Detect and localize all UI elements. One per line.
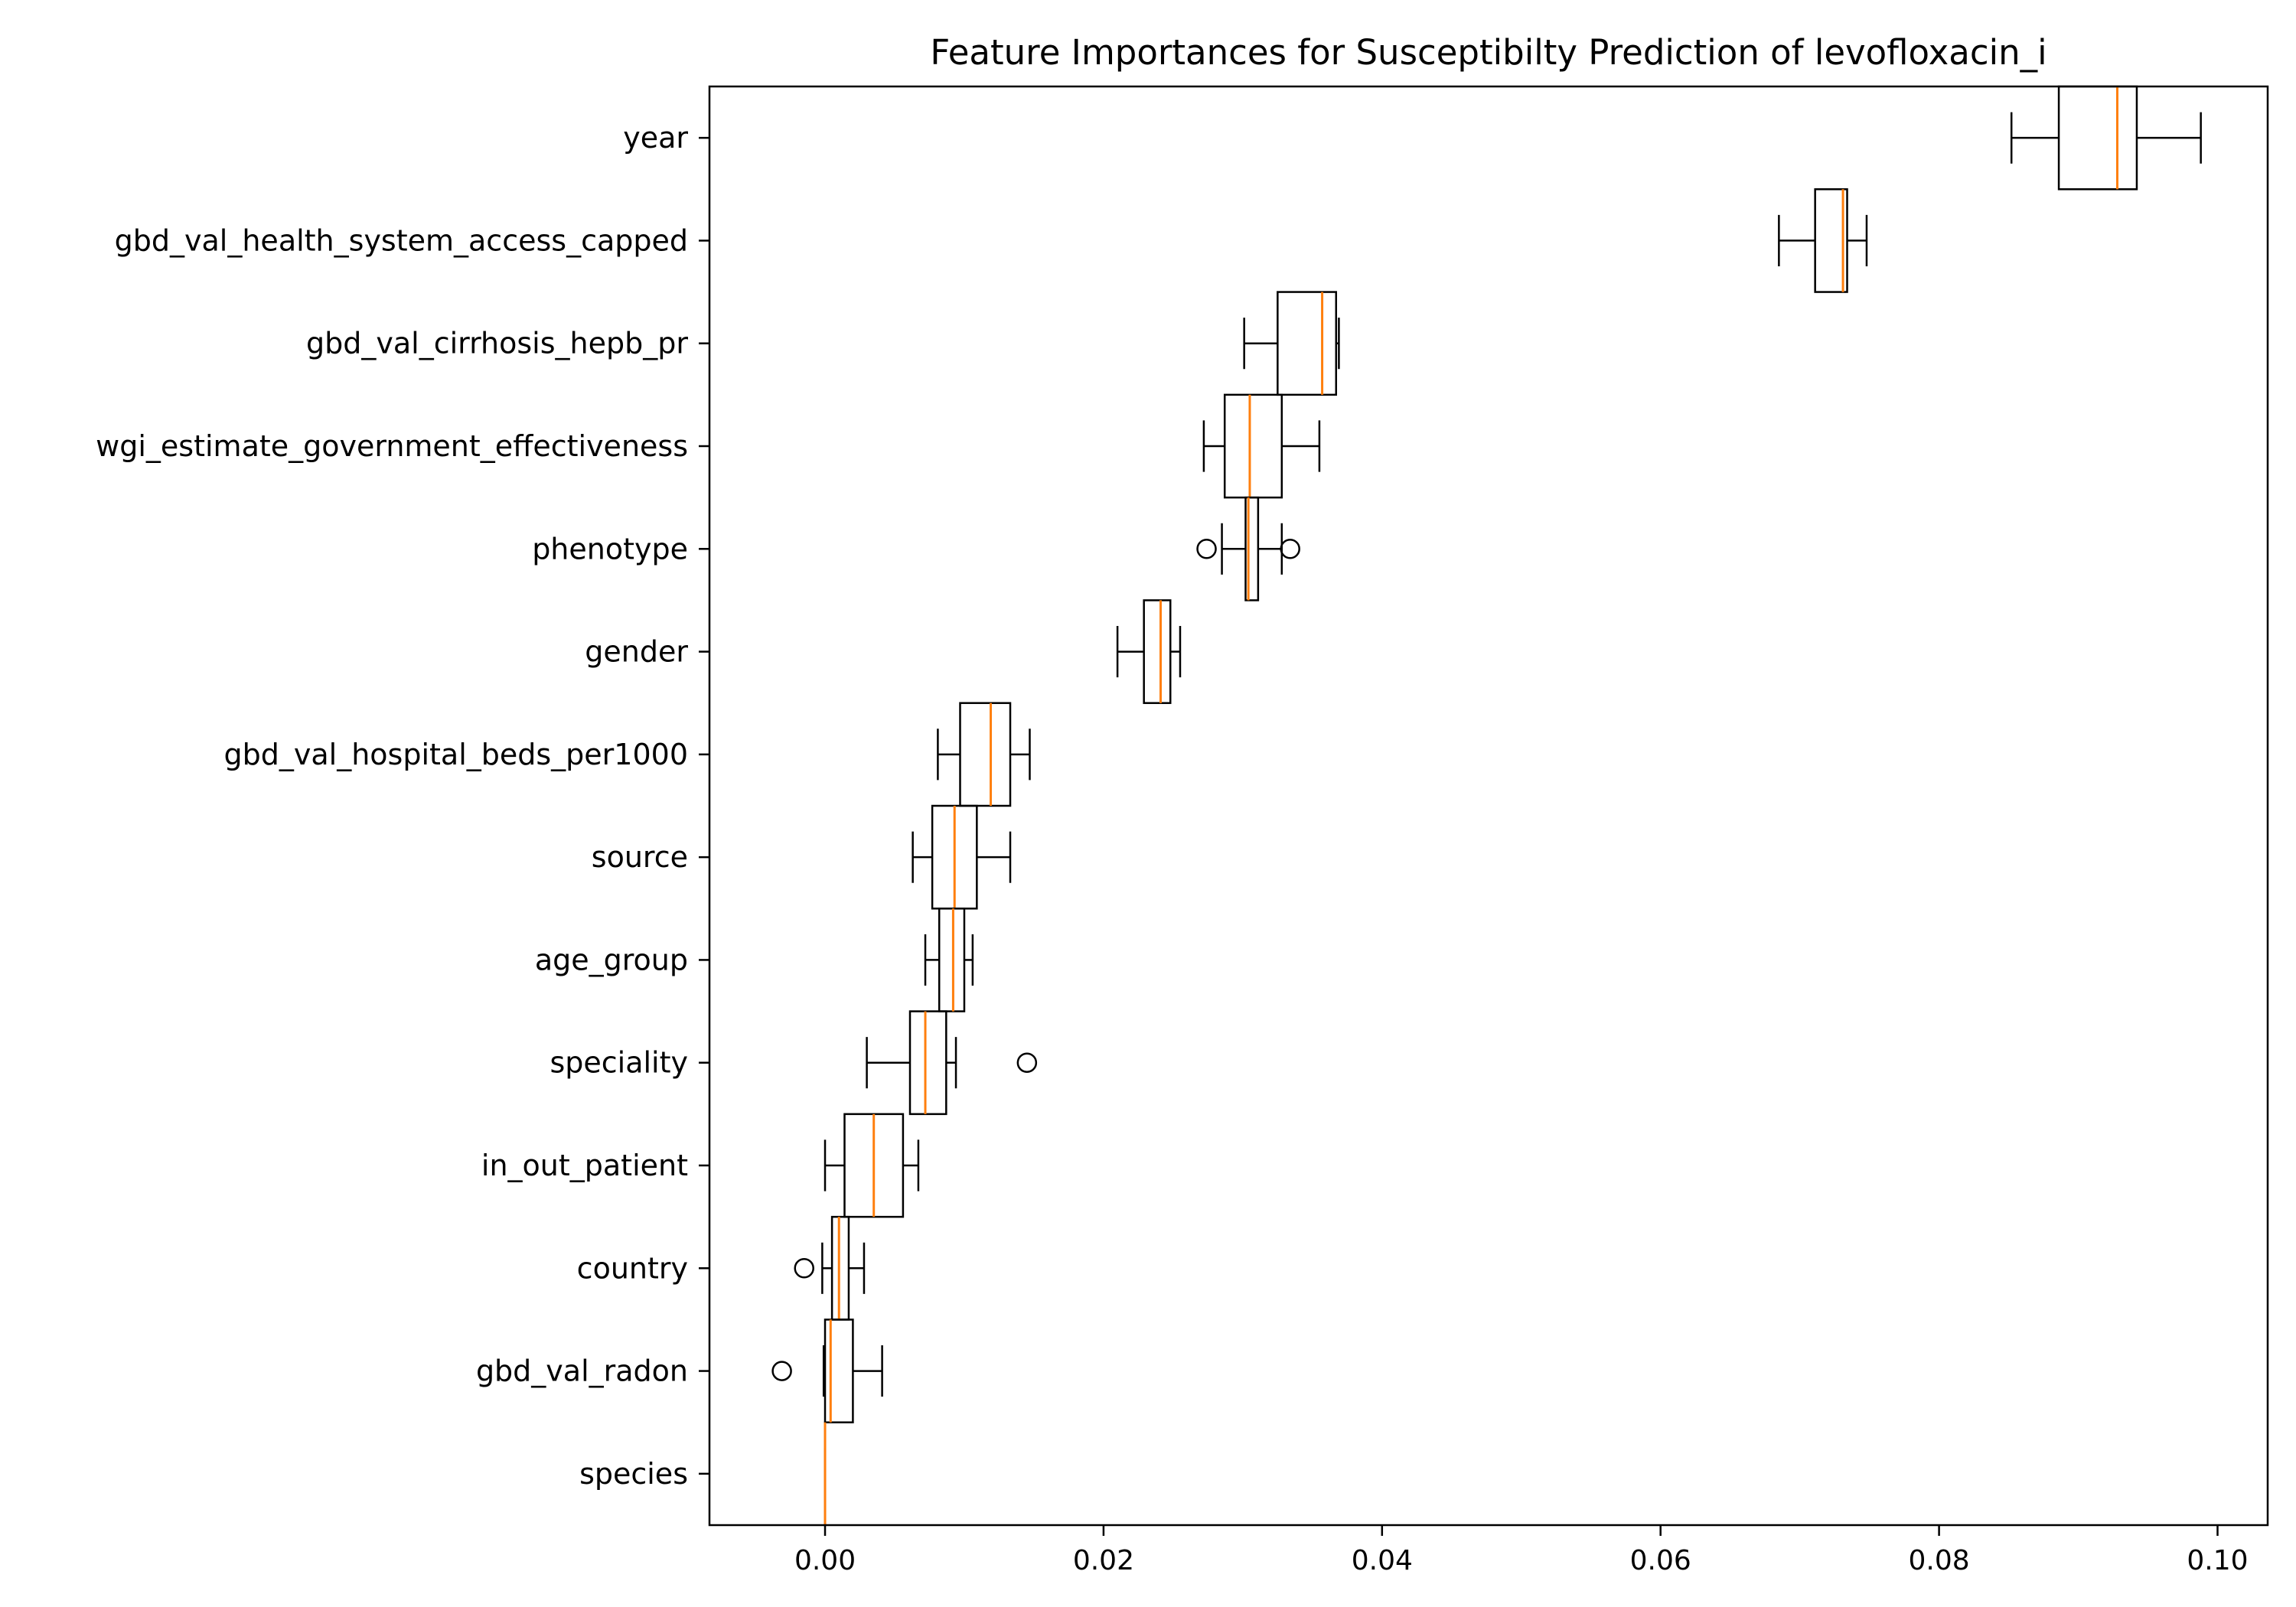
box-iqr — [908, 1010, 947, 1116]
box-age_group — [924, 908, 974, 1012]
box-iqr — [938, 908, 966, 1012]
ytick-label: age_group — [535, 943, 688, 976]
ytick-label: species — [579, 1457, 688, 1491]
box-speciality — [866, 1010, 1038, 1116]
outlier-point — [794, 1258, 814, 1279]
ytick-label: gender — [585, 635, 688, 669]
outlier-point — [1016, 1052, 1038, 1073]
ytick-label: gbd_val_radon — [476, 1354, 688, 1388]
ytick-label: in_out_patient — [481, 1149, 688, 1182]
ytick-label: year — [623, 121, 688, 155]
box-in_out_patient — [823, 1113, 920, 1218]
box-gbd_val_hospital_beds_per1000 — [937, 702, 1031, 807]
ytick-label: speciality — [550, 1046, 688, 1080]
box-gender — [1116, 599, 1182, 704]
outlier-point — [771, 1361, 792, 1381]
box-iqr — [959, 702, 1012, 807]
ytick-label: source — [592, 840, 688, 874]
ytick-label: wgi_estimate_government_effectiveness — [96, 429, 688, 463]
xtick-label: 0.00 — [794, 1545, 856, 1576]
outlier-point — [1196, 539, 1217, 559]
xtick-label: 0.10 — [2187, 1545, 2248, 1576]
ytick-label: gbd_val_health_system_access_capped — [115, 223, 688, 257]
box-gbd_val_radon — [771, 1319, 883, 1423]
xtick-label: 0.08 — [1909, 1545, 1970, 1576]
box-iqr — [823, 1319, 854, 1423]
box-iqr — [1143, 599, 1172, 704]
ytick-label: phenotype — [532, 532, 688, 566]
boxes-layer — [771, 85, 2202, 1527]
xtick-label: 0.04 — [1352, 1545, 1413, 1576]
xtick-label: 0.02 — [1073, 1545, 1134, 1576]
y-axis: year gbd_val_health_system_access_cappedg… — [96, 121, 709, 1491]
ytick-label: gbd_val_hospital_beds_per1000 — [224, 738, 689, 771]
plot-frame — [708, 85, 2269, 1527]
ytick-label: gbd_val_cirrhosis_hepb_pr — [306, 327, 688, 360]
x-axis: 0.00 0.02 0.04 0.06 0.08 0.10 — [794, 1525, 2249, 1576]
box-phenotype — [1196, 496, 1300, 601]
box-source — [912, 804, 1012, 910]
chart-title: Feature Importances for Susceptibilty Pr… — [930, 32, 2047, 73]
box-iqr — [1244, 496, 1260, 601]
box-gbd_val_cirrhosis_hepb_pr — [1243, 291, 1340, 396]
xtick-label: 0.06 — [1630, 1545, 1691, 1576]
outlier-point — [1280, 539, 1300, 559]
ytick-label: country — [577, 1251, 688, 1285]
box-iqr — [1814, 188, 1848, 293]
box-iqr — [1277, 291, 1338, 396]
box-gbd_val_health_system_access_capped — [1778, 188, 1868, 293]
